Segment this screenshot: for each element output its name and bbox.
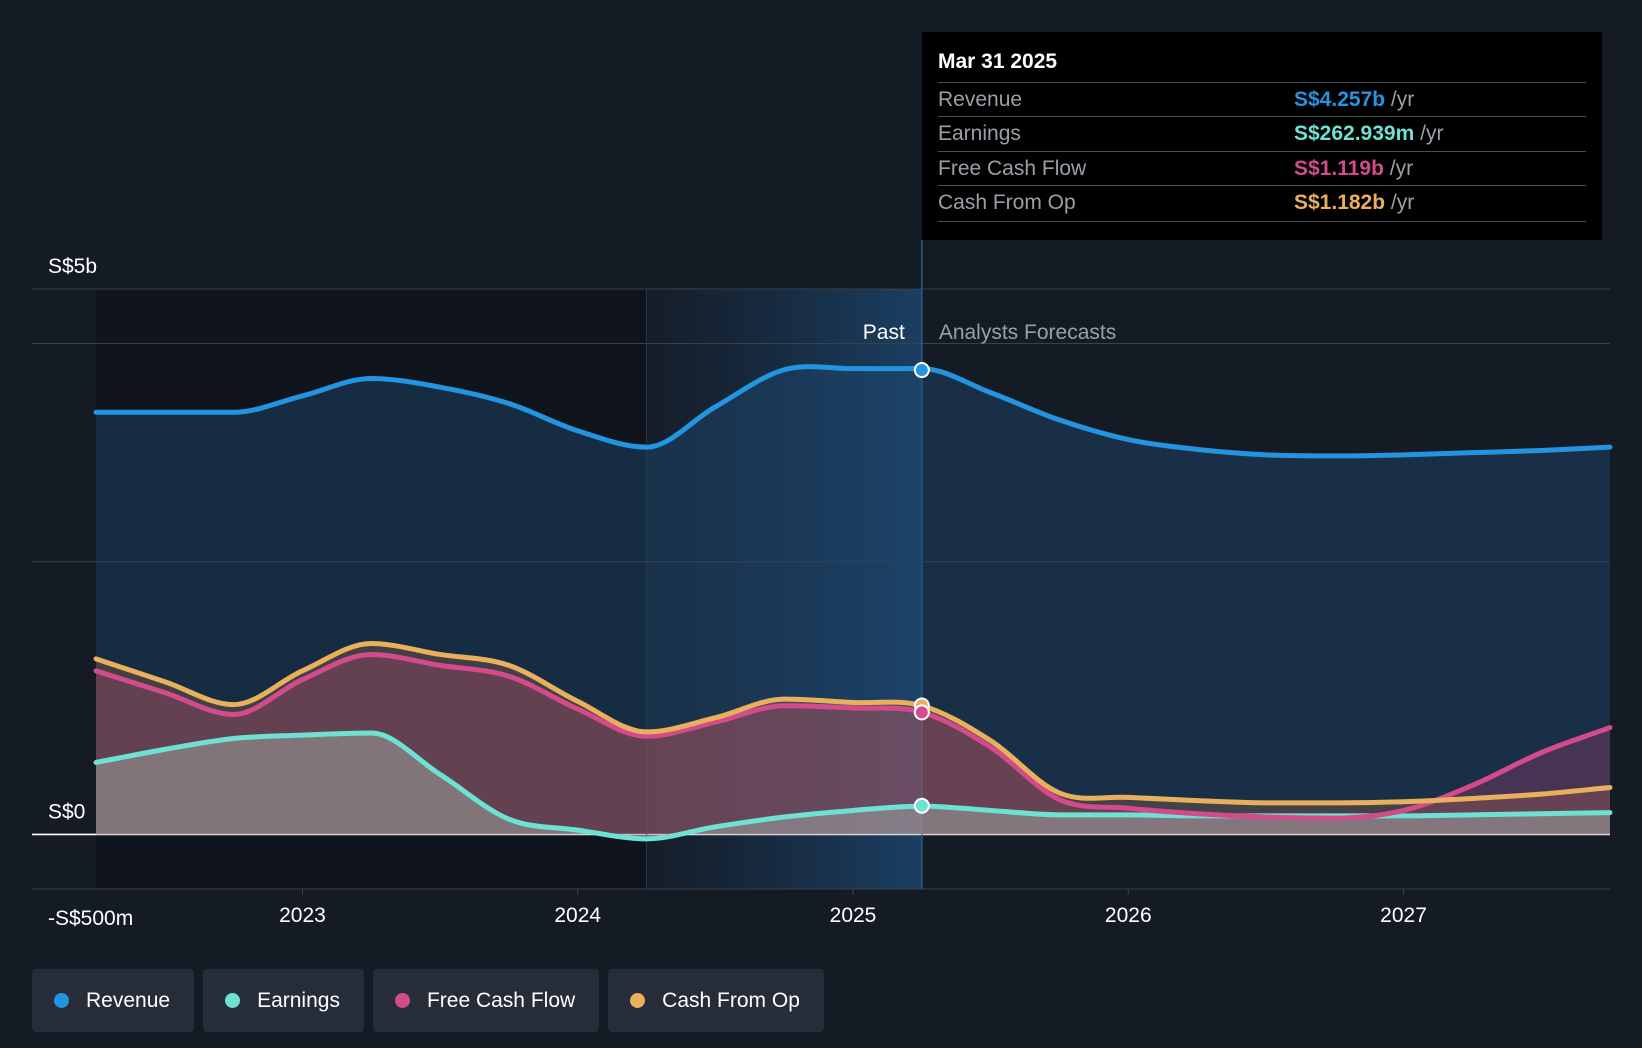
tooltip-value: S$1.119b /yr [1294,157,1414,180]
legend-item-free-cash-flow[interactable]: Free Cash Flow [372,969,600,1032]
legend-dot-icon [394,993,410,1008]
legend-label: Earnings [257,988,340,1012]
tooltip-value: S$1.182b /yr [1294,191,1415,214]
cash-from-op-line [93,641,1613,806]
legend-dot-icon [630,993,646,1008]
x-tick-label: 2023 [279,904,326,927]
tooltip-label: Earnings [938,122,1021,145]
highlight-region-shade [646,289,922,889]
legend-item-earnings[interactable]: Earnings [203,969,364,1032]
legend-dot-icon [54,993,69,1008]
legend-item-cash-from-op[interactable]: Cash From Op [608,969,824,1032]
tooltip-label: Cash From Op [938,191,1076,214]
legend: Revenue Earnings Free Cash Flow Cash Fro… [32,969,824,1032]
y-tick-label: S$5b [48,255,97,278]
legend-label: Revenue [86,988,171,1012]
past-region-shade [96,289,647,889]
y-tick-label: -S$500m [48,907,133,930]
legend-label: Free Cash Flow [426,988,576,1012]
legend-item-revenue[interactable]: Revenue [32,969,195,1032]
free-cash-flow-marker [913,704,930,721]
x-tick-label: 2025 [830,904,877,927]
tooltip-row-revenue: Revenue S$4.257b /yr [938,82,1586,118]
revenue-marker [913,362,930,379]
tooltip-row-free-cash-flow: Free Cash Flow S$1.119b /yr [938,151,1586,187]
revenue-area [96,366,1610,835]
tooltip-label: Revenue [938,88,1023,111]
tooltip-label: Free Cash Flow [938,157,1087,180]
earnings-area [96,733,1610,839]
tooltip-row-cash-from-op: Cash From Op S$1.182b /yr [938,185,1586,222]
tooltip-date: Mar 31 2025 [938,50,1058,73]
x-tick-label: 2027 [1380,904,1427,927]
x-tick-label: 2026 [1105,904,1152,927]
past-label: Past [863,321,905,344]
tooltip-value: S$262.939m /yr [1294,122,1444,145]
cash-from-op-area [96,643,1610,835]
free-cash-flow-line [93,651,1613,821]
revenue-line [93,364,1613,459]
y-tick-label: S$0 [48,800,85,823]
tooltip-panel: Mar 31 2025 Revenue S$4.257b /yr Earning… [922,32,1602,240]
forecast-label: Analysts Forecasts [939,321,1116,344]
earnings-marker [913,797,930,814]
legend-dot-icon [225,993,241,1008]
free-cash-flow-area [96,654,1610,835]
legend-label: Cash From Op [662,988,800,1012]
tooltip-row-earnings: Earnings S$262.939m /yr [938,116,1586,152]
x-tick-label: 2024 [554,904,601,927]
tooltip-value: S$4.257b /yr [1294,88,1415,111]
